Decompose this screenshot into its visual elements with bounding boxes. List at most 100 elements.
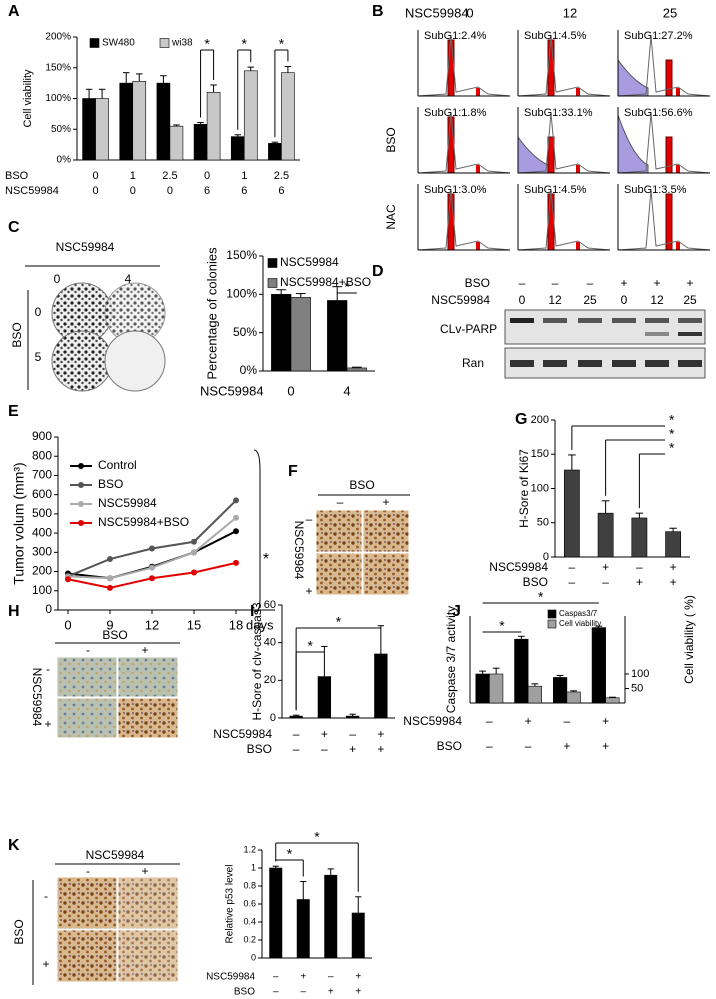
image: [56, 876, 118, 930]
bar: [296, 899, 310, 959]
bar: [345, 715, 360, 719]
bar: [243, 70, 258, 161]
label: 0: [54, 272, 61, 286]
image: [117, 697, 179, 739]
y2-axis-label: Cell viability ( %): [682, 595, 696, 684]
y-tick-label: 0: [45, 602, 52, 616]
bar: [230, 136, 245, 161]
subg1-label: SubG1:56.6%: [624, 107, 693, 119]
label: 0: [466, 5, 473, 20]
band: [578, 360, 602, 367]
marker: [65, 576, 71, 583]
x-tick-label: –: [321, 742, 328, 756]
label: +: [44, 717, 51, 731]
y-axis-label: Tumor volum (mm³): [11, 462, 27, 584]
y-tick-label: 50: [537, 517, 549, 529]
band: [678, 360, 702, 367]
panel-label: C: [8, 219, 20, 236]
x-tick-label: –: [569, 560, 576, 574]
g2-peak: [576, 242, 580, 250]
band: [678, 332, 702, 336]
x-tick-label: 9: [106, 617, 113, 632]
band: [645, 360, 669, 367]
label: –: [337, 495, 344, 509]
x-tick-label: –: [525, 739, 532, 753]
x-tick-label: 6: [204, 185, 210, 197]
x-tick-label: 0: [130, 185, 136, 197]
lane-label: –: [587, 276, 594, 290]
significance: *: [669, 426, 675, 442]
bar: [591, 627, 606, 704]
subg1-area: [617, 58, 649, 97]
x-tick-label: 0: [287, 383, 294, 398]
y-tick-label: 1.2: [243, 844, 256, 854]
y-tick-label: 0: [543, 551, 549, 563]
subg1-label: SubG1:1.8%: [424, 107, 487, 119]
x-tick-label: 4: [343, 383, 350, 398]
x-tick-label: –: [293, 727, 300, 741]
marker: [233, 528, 239, 535]
panel-label: H: [8, 603, 20, 620]
x-tick-label: +: [377, 742, 384, 756]
row-label: NSC59984: [489, 560, 548, 574]
legend-marker: [78, 501, 84, 507]
label: +: [42, 957, 49, 971]
label: +: [305, 584, 312, 598]
label: BSO: [384, 127, 398, 152]
marker: [233, 514, 239, 521]
x-tick-label: +: [602, 714, 609, 728]
ihc-panel: BSO - + NSC59984 - +: [30, 628, 180, 739]
label: 25: [663, 5, 677, 20]
bar: [489, 673, 504, 704]
lane-label: 25: [583, 293, 597, 307]
legend-label: Cell viability: [559, 619, 601, 628]
row-label: NSC59984: [431, 293, 490, 307]
x-tick-label: 2.5: [162, 170, 177, 182]
bar: [317, 676, 332, 719]
x-tick-label: –: [328, 972, 334, 983]
x-tick-label: +: [602, 560, 609, 574]
y-axis-label: Relative p53 level: [225, 865, 236, 944]
marker: [107, 575, 113, 582]
lane-label: 0: [621, 293, 628, 307]
row-label: BSO: [234, 987, 255, 998]
label: 12: [563, 5, 577, 20]
y-tick-label: 200%: [45, 32, 71, 43]
image: [117, 656, 179, 698]
label: –: [306, 512, 313, 526]
significance: *: [279, 36, 285, 52]
x-tick-label: +: [636, 575, 643, 589]
g1-peak: [665, 136, 673, 174]
x-tick-label: –: [486, 714, 493, 728]
x-tick-label: 0: [93, 185, 99, 197]
x-tick-label: +: [300, 972, 306, 983]
band: [612, 318, 636, 323]
profile: [517, 112, 611, 174]
row-label: BSO: [5, 170, 29, 182]
g1-peak: [447, 116, 455, 174]
y-tick-label: 900: [32, 429, 52, 443]
label: +: [141, 864, 148, 878]
x-tick-label: 18: [229, 617, 243, 632]
bar: [597, 512, 614, 558]
lane-label: 25: [683, 293, 697, 307]
band: [578, 318, 602, 323]
band: [510, 360, 534, 367]
legend-swatch: [547, 619, 557, 629]
subg1-area: [517, 135, 549, 174]
subg1-label: SubG1:33.1%: [524, 107, 593, 119]
image: [362, 552, 410, 596]
g1-peak: [447, 39, 455, 97]
panel-label: A: [8, 3, 20, 20]
y-tick-label: 100%: [45, 93, 71, 104]
y-tick-label: 200: [531, 414, 549, 426]
significance: *: [538, 589, 544, 605]
plate: [104, 330, 166, 392]
x-tick-label: –: [293, 742, 300, 756]
x-tick-label: +: [349, 742, 356, 756]
bar: [269, 867, 283, 959]
profile: [417, 189, 511, 251]
label: -: [86, 864, 90, 878]
